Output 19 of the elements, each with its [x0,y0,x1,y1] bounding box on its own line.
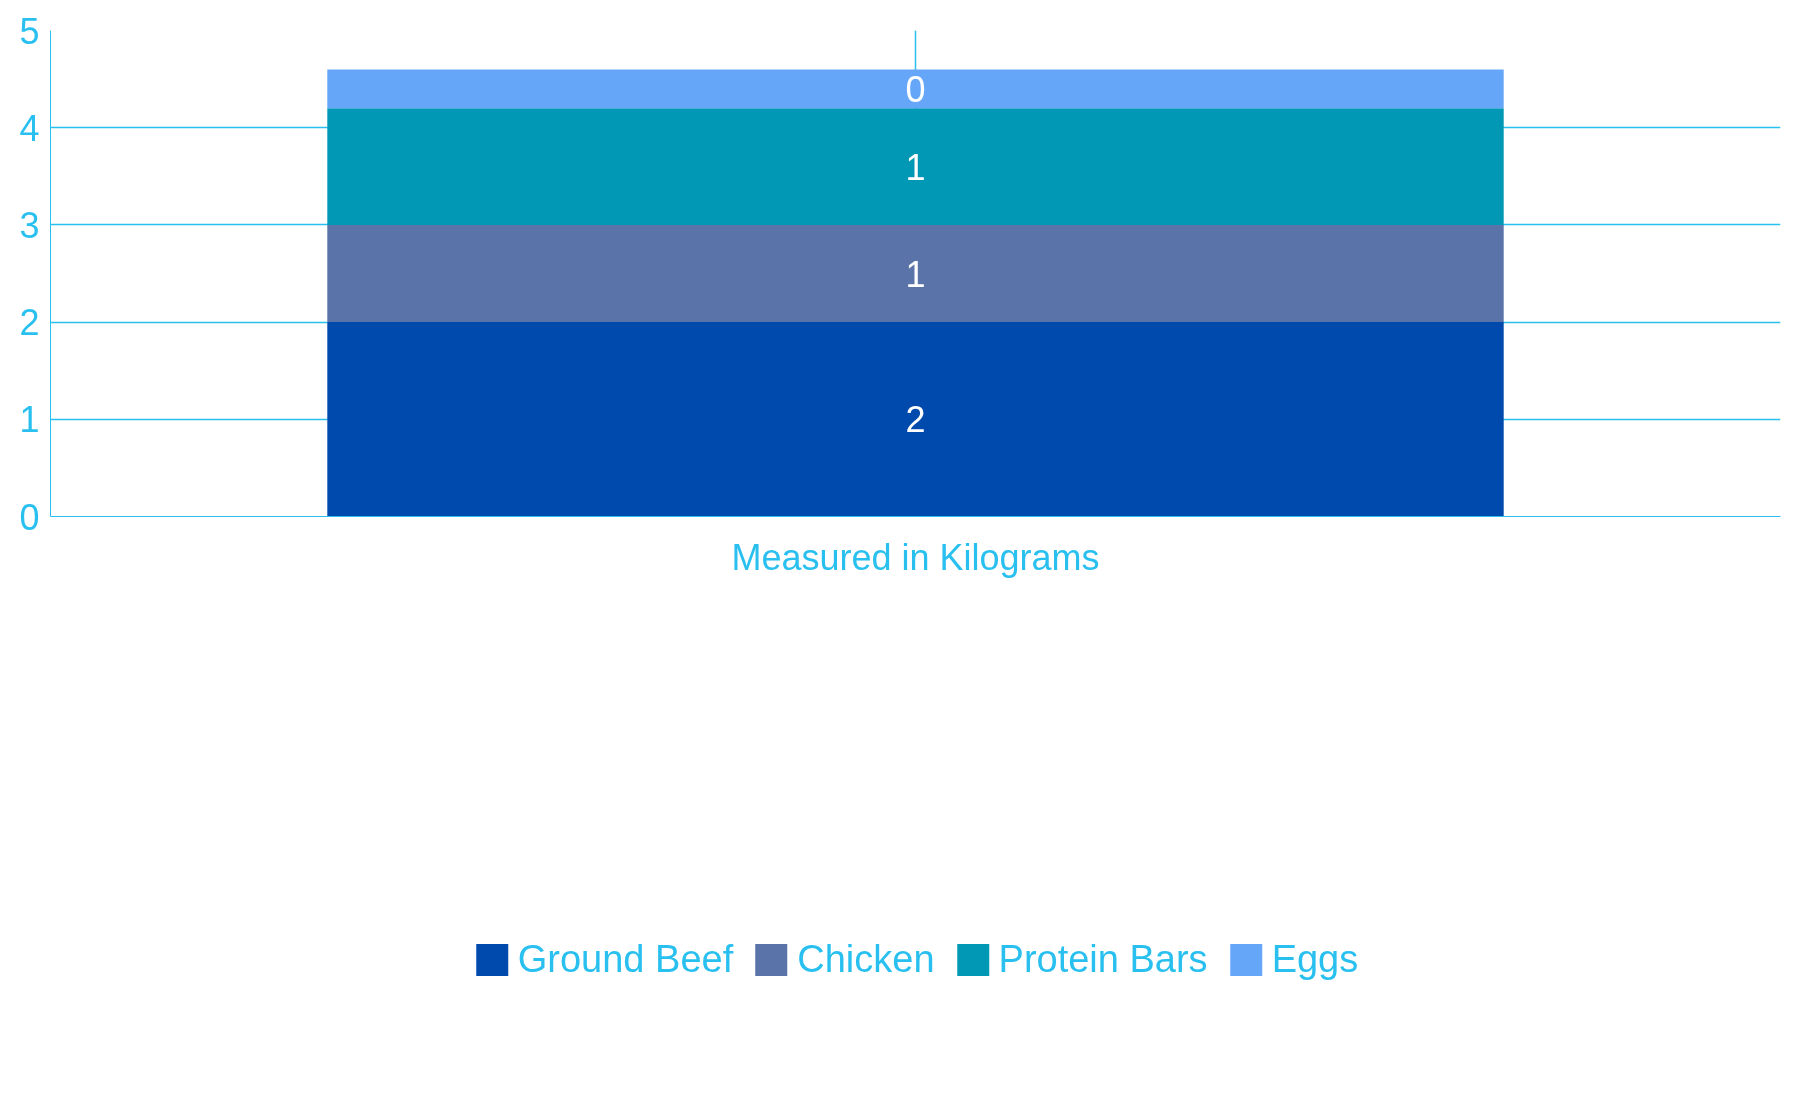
x-tick-label: Measured in Kilograms [731,536,1100,578]
bar [327,322,1504,517]
y-tick-label: 3 [19,204,40,246]
legend-label: Eggs [1271,937,1359,981]
data-label: 1 [905,253,926,295]
legend-label: Chicken [797,937,935,981]
y-tick-label: 2 [19,302,40,344]
legend-label: Protein Bars [998,937,1208,981]
y-tick-label: 4 [19,107,40,149]
data-label: 0 [905,68,926,110]
bar [327,108,1504,225]
data-label: 1 [905,146,926,188]
bar [327,69,1504,109]
y-tick-label: 1 [19,399,40,441]
legend-label: Ground Beef [517,937,734,981]
y-tick-label: 5 [19,10,40,52]
y-tick-label: 0 [19,496,40,538]
data-label: 2 [905,399,926,441]
bar [327,224,1504,323]
